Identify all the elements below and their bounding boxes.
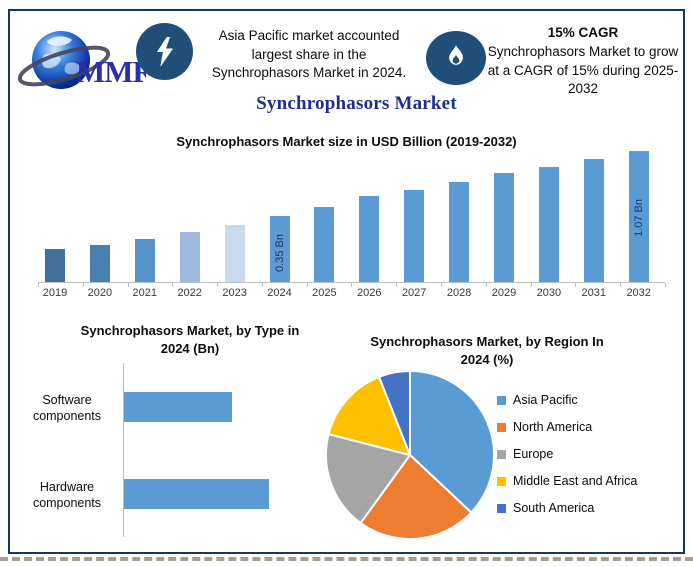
x-axis-tick bbox=[217, 283, 219, 287]
pie-slice-south-america bbox=[378, 370, 411, 456]
year-label-2028: 2028 bbox=[446, 287, 472, 299]
by-type-y-axis bbox=[123, 363, 124, 537]
year-label-2027: 2027 bbox=[401, 287, 427, 299]
cagr-note-line2: at a CAGR of 15% during 2025- bbox=[487, 62, 679, 78]
legend-item-europe: Europe bbox=[497, 447, 637, 461]
legend-item-north-america: North America bbox=[497, 420, 637, 434]
globe-icon bbox=[17, 31, 111, 89]
asia-pacific-note: Asia Pacific market accounted largest sh… bbox=[195, 27, 423, 83]
x-axis-tick bbox=[38, 283, 39, 287]
pie-slice-asia-pacific bbox=[409, 370, 495, 514]
bar-value-label-2024: 0.35 Bn bbox=[273, 234, 286, 272]
legend-swatch-europe bbox=[497, 449, 506, 459]
bar-2030 bbox=[538, 167, 559, 282]
by-type-title-line2: 2024 (Bn) bbox=[160, 340, 220, 356]
bar-2032: 1.07 Bn bbox=[628, 151, 649, 282]
bar-2021 bbox=[134, 239, 155, 282]
year-label-2031: 2031 bbox=[581, 287, 607, 299]
year-label-2023: 2023 bbox=[222, 287, 247, 299]
legend-item-middle-east-and-africa: Middle East and Africa bbox=[497, 474, 638, 488]
x-axis-tick bbox=[351, 283, 353, 287]
year-label-2030: 2030 bbox=[536, 287, 562, 299]
year-label-2024: 2024 bbox=[267, 287, 292, 299]
x-axis-tick bbox=[575, 283, 577, 287]
by-region-chart-title: Synchrophasors Market, by Region In 2024… bbox=[337, 333, 637, 368]
legend-label: South America bbox=[513, 501, 595, 515]
by-type-chart-title: Synchrophasors Market, by Type in 2024 (… bbox=[30, 322, 350, 357]
legend-item-south-america: South America bbox=[497, 501, 637, 515]
mmr-logo: MMR bbox=[17, 31, 146, 89]
legend-swatch-asia-pacific bbox=[497, 395, 506, 405]
legend-label: Europe bbox=[513, 447, 554, 461]
x-axis-tick bbox=[172, 283, 174, 287]
x-axis-tick bbox=[441, 283, 443, 287]
bar-2023 bbox=[224, 225, 245, 282]
cagr-note-line1: Synchrophasors Market to grow bbox=[487, 44, 679, 59]
legend-item-asia-pacific: Asia Pacific bbox=[497, 393, 637, 407]
year-label-2021: 2021 bbox=[132, 287, 158, 299]
year-label-2019: 2019 bbox=[42, 287, 68, 299]
legend-label: Middle East and Africa bbox=[513, 474, 638, 488]
market-size-x-axis bbox=[38, 282, 665, 283]
bar-2027 bbox=[404, 190, 425, 282]
category-label-software: Software components bbox=[32, 392, 102, 423]
year-label-2022: 2022 bbox=[177, 287, 202, 299]
flame-icon bbox=[426, 31, 486, 85]
x-axis-tick bbox=[530, 283, 532, 287]
pie-slice-middle-east-and-africa bbox=[327, 375, 411, 456]
x-axis-tick bbox=[664, 283, 666, 287]
year-label-2026: 2026 bbox=[357, 287, 382, 299]
legend-label: Asia Pacific bbox=[513, 393, 578, 407]
asia-pacific-note-line3: Synchrophasors Market in 2024. bbox=[211, 65, 407, 81]
legend-swatch-north-america bbox=[497, 422, 506, 432]
cagr-note-line3: 2032 bbox=[567, 81, 599, 97]
bar-2024: 0.35 Bn bbox=[269, 216, 290, 282]
bar-2019 bbox=[45, 249, 65, 282]
market-size-chart-title: Synchrophasors Market size in USD Billio… bbox=[176, 134, 517, 149]
by-type-title-line1: Synchrophasors Market, by Type in bbox=[80, 323, 300, 338]
category-label-hardware: Hardware components bbox=[32, 479, 102, 510]
infographic-frame: MMR Asia Pacific market accounted larges… bbox=[8, 9, 685, 554]
legend-label: North America bbox=[513, 420, 593, 434]
asia-pacific-note-line2: largest share in the bbox=[251, 46, 367, 62]
year-label-2029: 2029 bbox=[491, 287, 517, 299]
x-axis-tick bbox=[306, 283, 308, 287]
bar-2028 bbox=[449, 182, 470, 282]
x-axis-tick bbox=[261, 283, 263, 287]
bar-2029 bbox=[494, 173, 514, 282]
bottom-dashed-line bbox=[0, 557, 693, 561]
lightning-icon bbox=[136, 23, 193, 80]
legend-swatch-south-america bbox=[497, 503, 506, 513]
by-region-legend: Asia Pacific North America Europe Middle Ea… bbox=[497, 393, 638, 530]
cagr-heading: 15% CAGR bbox=[547, 25, 619, 40]
year-label-2025: 2025 bbox=[312, 287, 337, 299]
x-axis-tick bbox=[82, 283, 84, 287]
legend-swatch-middle-east-and-africa bbox=[497, 476, 506, 486]
bar-2026 bbox=[359, 196, 380, 282]
x-axis-tick bbox=[396, 283, 398, 287]
pie-slice-europe bbox=[325, 433, 411, 524]
bar-2020 bbox=[89, 245, 110, 282]
bar-2022 bbox=[179, 232, 200, 282]
page-title: Synchrophasors Market bbox=[256, 93, 457, 114]
bar-value-label-2032: 1.07 Bn bbox=[632, 199, 645, 237]
asia-pacific-note-line1: Asia Pacific market accounted bbox=[218, 28, 400, 43]
by-region-title-line1: Synchrophasors Market, by Region In bbox=[370, 334, 604, 349]
by-region-pie bbox=[325, 370, 495, 540]
bar-2025 bbox=[314, 207, 335, 282]
by-region-title-line2: 2024 (%) bbox=[460, 351, 514, 367]
x-axis-tick bbox=[127, 283, 129, 287]
cagr-block: 15% CAGR Synchrophasors Market to grow a… bbox=[480, 25, 686, 99]
x-axis-tick bbox=[485, 283, 487, 287]
hbar-hardware bbox=[124, 479, 269, 509]
pie-slice-north-america bbox=[359, 454, 473, 540]
x-axis-tick bbox=[620, 283, 622, 287]
year-label-2032: 2032 bbox=[626, 287, 651, 299]
hbar-software bbox=[124, 392, 232, 422]
year-label-2020: 2020 bbox=[87, 287, 113, 299]
bar-2031 bbox=[583, 159, 604, 282]
market-size-chart: 0.35 Bn 1.07 Bn bbox=[45, 151, 670, 282]
mmr-logo-text: MMR bbox=[76, 54, 146, 89]
